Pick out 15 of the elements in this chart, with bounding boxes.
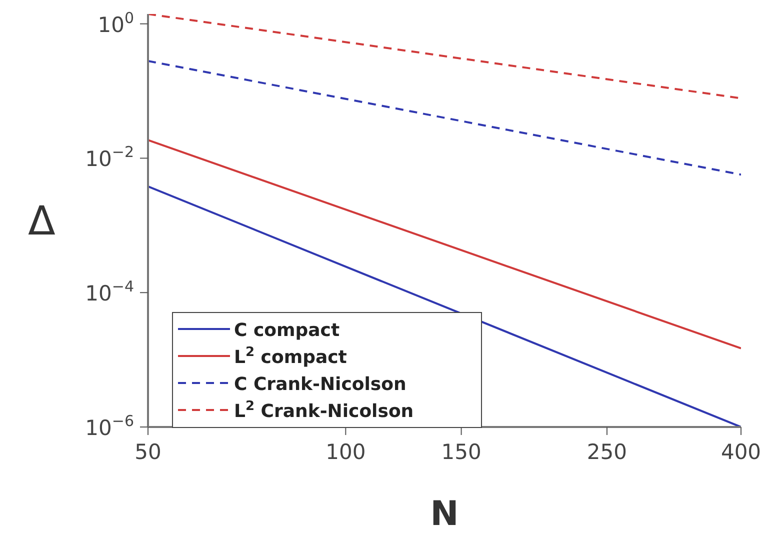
x-tick-label: 400: [720, 440, 762, 464]
y-axis-title: Δ: [28, 198, 56, 245]
y-tick-label: 10$^{0}$: [98, 8, 134, 37]
x-tick-label: 100: [326, 440, 366, 464]
legend-label: L$^{2}$ Crank-Nicolson: [234, 398, 414, 422]
x-axis-title: N: [430, 494, 459, 534]
x-tick-label: 250: [586, 440, 628, 464]
y-tick-label: 10$^{−2}$: [85, 143, 134, 172]
legend-label: C compact: [234, 320, 340, 341]
y-tick-label: 10$^{−6}$: [85, 412, 134, 440]
legend-label: C Crank-Nicolson: [234, 374, 406, 395]
x-tick-label: 150: [441, 440, 482, 464]
x-tick-label: 50: [134, 440, 162, 464]
legend-label: L$^{2}$ compact: [234, 344, 348, 368]
y-tick-label: 10$^{−4}$: [85, 278, 134, 306]
